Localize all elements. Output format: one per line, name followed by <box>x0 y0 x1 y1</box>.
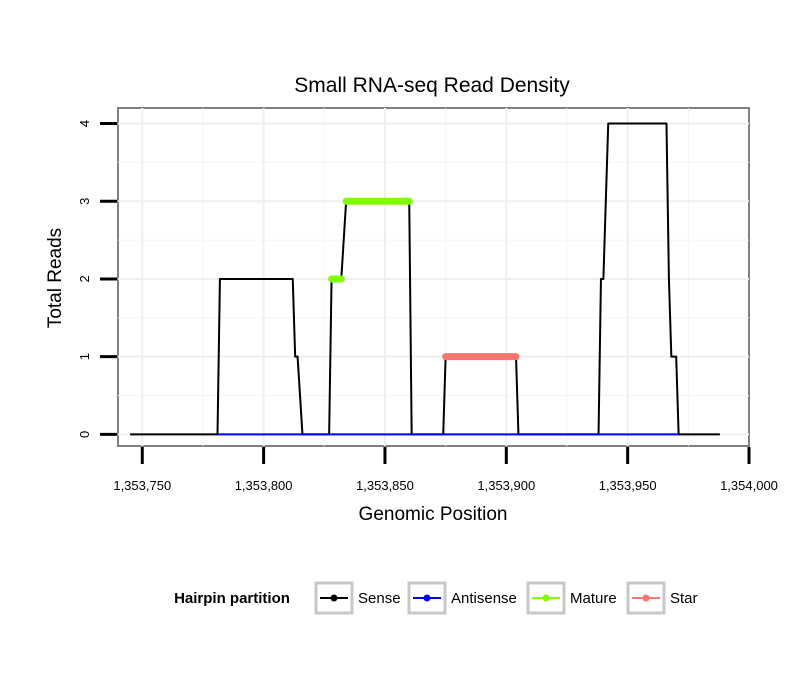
legend-label: Sense <box>358 590 401 607</box>
chart-title: Small RNA-seq Read Density <box>294 74 570 97</box>
legend: Hairpin partition Sense Antisense Mature St… <box>174 581 698 615</box>
x-tick-label: 1,354,000 <box>720 478 778 493</box>
x-axis-title: Genomic Position <box>359 504 508 525</box>
series-layer <box>130 122 720 436</box>
legend-key-point <box>423 594 431 602</box>
legend-label: Antisense <box>451 590 517 607</box>
y-tick-label: 3 <box>77 198 92 205</box>
legend-key-point <box>642 594 650 602</box>
legend-items: Sense Antisense Mature Star <box>314 581 698 615</box>
plot-panel <box>117 107 750 447</box>
grid-lines <box>118 108 749 446</box>
x-tick-label: 1,353,950 <box>599 478 657 493</box>
legend-label: Star <box>670 590 698 607</box>
legend-label: Mature <box>570 590 617 607</box>
legend-key-point <box>330 594 338 602</box>
legend-title: Hairpin partition <box>174 590 290 607</box>
x-tick-label: 1,353,900 <box>477 478 535 493</box>
y-tick-label: 1 <box>77 353 92 360</box>
legend-key-point <box>542 594 550 602</box>
x-tick-label: 1,353,750 <box>113 478 171 493</box>
y-tick-label: 2 <box>77 275 92 282</box>
x-tick-label: 1,353,850 <box>356 478 414 493</box>
y-tick-label: 4 <box>77 120 92 127</box>
y-tick-label: 0 <box>77 431 92 438</box>
axes: 1,353,750 1,353,800 1,353,850 1,353,900 1,35… <box>77 120 778 493</box>
x-tick-label: 1,353,800 <box>235 478 293 493</box>
y-axis-title: Total Reads <box>45 228 66 328</box>
